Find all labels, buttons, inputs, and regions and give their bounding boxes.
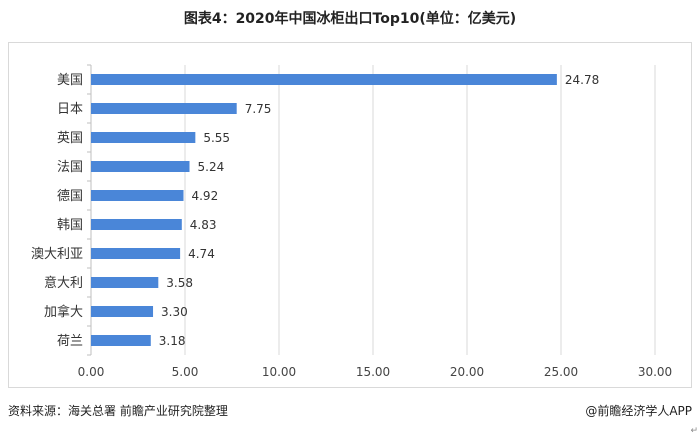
data-label: 3.18 <box>159 334 186 348</box>
category-label: 法国 <box>57 160 83 175</box>
category-label: 日本 <box>57 102 83 117</box>
chart-title: 图表4：2020年中国冰柜出口Top10(单位：亿美元) <box>183 11 517 27</box>
bar <box>91 335 151 346</box>
category-label: 荷兰 <box>57 334 83 349</box>
x-tick-label: 25.00 <box>544 365 578 379</box>
data-label: 5.55 <box>203 131 230 145</box>
footer: 资料来源：海关总署 前瞻产业研究院整理 @前瞻经济学人APP <box>0 402 700 426</box>
brand-credit: @前瞻经济学人APP <box>585 404 692 418</box>
return-mark: ↵ <box>690 426 698 436</box>
chart-area: 0.00 5.00 10.00 15.00 20.00 25.00 30.00 美国 24.78… <box>8 42 692 388</box>
x-tick-label: 15.00 <box>356 365 390 379</box>
x-tick-label: 20.00 <box>450 365 484 379</box>
data-label: 4.74 <box>188 247 215 261</box>
source-note: 资料来源：海关总署 前瞻产业研究院整理 <box>8 404 228 418</box>
bar <box>91 190 184 201</box>
data-label: 24.78 <box>565 73 599 87</box>
data-label: 4.92 <box>191 189 218 203</box>
category-label: 韩国 <box>57 218 83 233</box>
category-label: 德国 <box>57 189 83 204</box>
category-label: 英国 <box>57 131 83 146</box>
data-label: 7.75 <box>245 102 272 116</box>
x-tick-label: 0.00 <box>78 365 105 379</box>
data-label: 3.58 <box>166 276 193 290</box>
category-label: 澳大利亚 <box>31 246 83 262</box>
bar <box>91 132 196 143</box>
bar <box>91 161 190 172</box>
x-tick-label: 10.00 <box>262 365 296 379</box>
category-label: 加拿大 <box>44 304 83 320</box>
bar <box>91 248 181 259</box>
bar <box>91 219 182 230</box>
x-tick-label: 30.00 <box>638 365 672 379</box>
category-label: 美国 <box>57 73 83 88</box>
data-label: 5.24 <box>198 160 225 174</box>
data-label: 3.30 <box>161 305 188 319</box>
x-tick-label: 5.00 <box>172 365 199 379</box>
category-label: 意大利 <box>44 275 83 291</box>
bar-chart: 0.00 5.00 10.00 15.00 20.00 25.00 30.00 美国 24.78… <box>31 64 672 379</box>
bar <box>91 74 557 85</box>
data-label: 4.83 <box>190 218 217 232</box>
bar <box>91 103 237 114</box>
bar <box>91 277 159 288</box>
bar <box>91 306 154 317</box>
